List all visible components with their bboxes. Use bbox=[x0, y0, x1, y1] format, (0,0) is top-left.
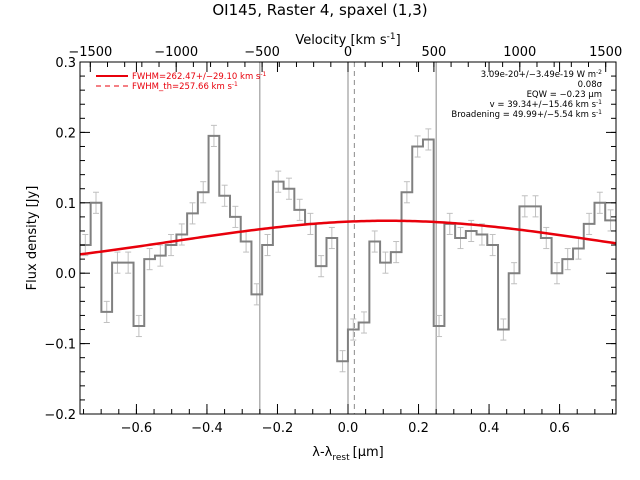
top-axis-title: Velocity [km s-1] bbox=[295, 32, 400, 48]
legend-label: FWHM_th=257.66 km s-1 bbox=[132, 81, 238, 92]
y-tick-label: 0.2 bbox=[55, 126, 76, 141]
data-histogram bbox=[80, 134, 616, 363]
data-series bbox=[80, 124, 616, 373]
x-tick-label: 0.6 bbox=[549, 421, 570, 436]
top-tick-label: 1000 bbox=[503, 45, 536, 60]
chart-title: OI145, Raster 4, spaxel (1,3) bbox=[212, 1, 427, 19]
legend-label: FWHM=262.47+/−29.10 km s-1 bbox=[132, 71, 267, 82]
y-axis-title: Flux density [Jy] bbox=[25, 186, 40, 291]
fit-annotation: 0.08σ bbox=[578, 80, 603, 90]
fit-annotation: EQW = −0.23 μm bbox=[527, 90, 602, 100]
fit-annotation: Broadening = 49.99+/−5.54 km s-1 bbox=[451, 109, 602, 120]
top-tick-label: 0 bbox=[344, 45, 352, 60]
y-tick-label: 0.3 bbox=[55, 56, 76, 71]
top-tick-label: −500 bbox=[244, 45, 280, 60]
y-tick-label: 0.0 bbox=[55, 267, 76, 282]
fit-curve bbox=[79, 219, 617, 256]
x-tick-label: −0.6 bbox=[121, 421, 153, 436]
y-tick-label: −0.1 bbox=[44, 338, 76, 353]
y-tick-label: −0.2 bbox=[44, 408, 76, 423]
x-axis-title: λ-λrest [μm] bbox=[312, 445, 383, 463]
x-tick-label: 0.4 bbox=[479, 421, 500, 436]
fit-annotation: v = 39.34+/−15.46 km s-1 bbox=[490, 99, 603, 110]
x-tick-label: −0.2 bbox=[262, 421, 294, 436]
top-tick-label: −1500 bbox=[68, 45, 112, 60]
plot-area: −0.6 −0.4 −0.2 0.0 0.2 0.4 0.6 −1500 −1000 −500 0 5… bbox=[44, 45, 622, 436]
x-tick-label: −0.4 bbox=[191, 421, 223, 436]
fit-annotation: 3.09e-20+/−3.49e-19 W m-2 bbox=[481, 69, 602, 80]
x-tick-label: 0.0 bbox=[338, 421, 359, 436]
top-tick-label: 1500 bbox=[589, 45, 622, 60]
y-tick-label: 0.1 bbox=[55, 197, 76, 212]
top-tick-label: −1000 bbox=[154, 45, 198, 60]
top-tick-label: 500 bbox=[421, 45, 446, 60]
x-tick-label: 0.2 bbox=[408, 421, 429, 436]
